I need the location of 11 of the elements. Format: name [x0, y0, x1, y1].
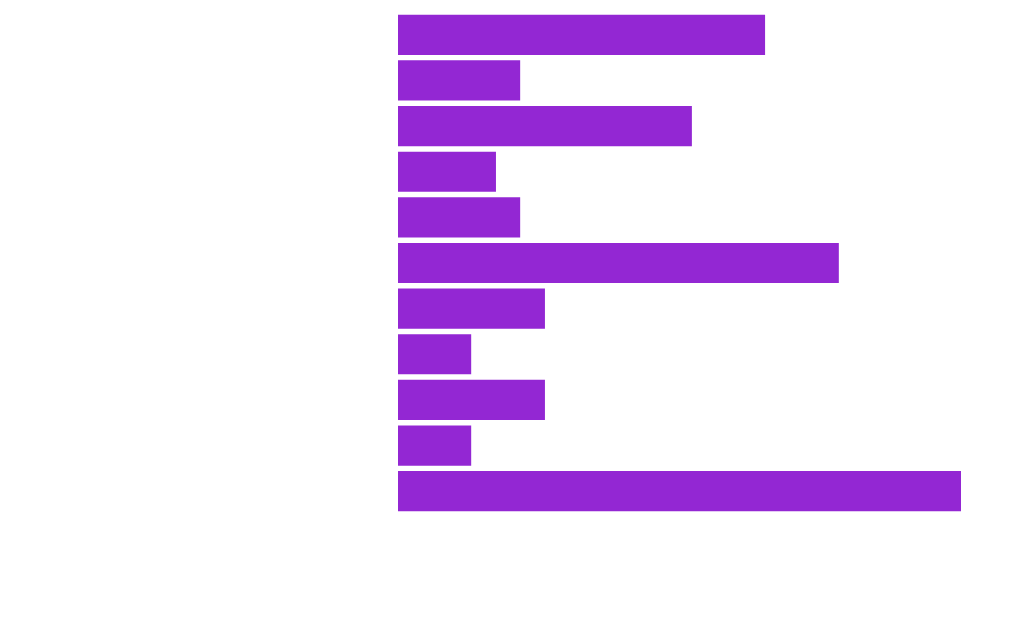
- bar: [398, 334, 472, 375]
- bar: [398, 151, 496, 192]
- bar: [398, 197, 521, 238]
- bar: [398, 242, 839, 284]
- bar: [398, 14, 766, 55]
- bar: [398, 471, 961, 512]
- bar: [398, 379, 545, 420]
- bar: [398, 425, 472, 466]
- bar: [398, 288, 545, 329]
- bar: [398, 106, 692, 147]
- bar: [398, 60, 521, 101]
